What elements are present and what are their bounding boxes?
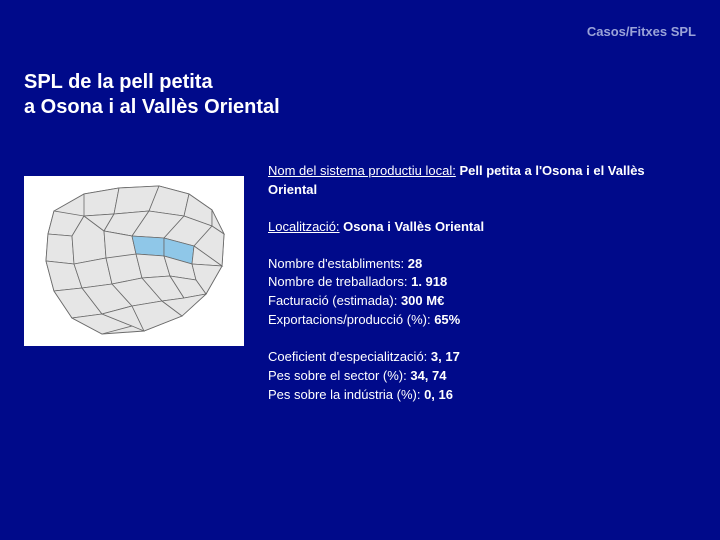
- indicator-row: Coeficient d'especialització: 3, 17: [268, 348, 696, 367]
- osona-region: [132, 236, 164, 256]
- stat-row: Nombre de treballadors: 1. 918: [268, 273, 696, 292]
- indicator-label: Pes sobre la indústria (%):: [268, 387, 420, 402]
- indicator-label: Coeficient d'especialització:: [268, 349, 427, 364]
- location-label: Localització:: [268, 219, 340, 234]
- stat-row: Facturació (estimada): 300 M€: [268, 292, 696, 311]
- location-value: Osona i Vallès Oriental: [343, 219, 484, 234]
- system-name-block: Nom del sistema productiu local: Pell pe…: [268, 162, 696, 200]
- stat-value: 300 M€: [401, 293, 444, 308]
- stat-value: 65%: [434, 312, 460, 327]
- stat-label: Exportacions/producció (%):: [268, 312, 431, 327]
- system-name-label: Nom del sistema productiu local:: [268, 163, 456, 178]
- stat-label: Nombre de treballadors:: [268, 274, 407, 289]
- stat-label: Nombre d'establiments:: [268, 256, 404, 271]
- indicator-value: 34, 74: [410, 368, 446, 383]
- indicator-label: Pes sobre el sector (%):: [268, 368, 407, 383]
- indicator-value: 0, 16: [424, 387, 453, 402]
- stats-block: Nombre d'establiments: 28 Nombre de treb…: [268, 255, 696, 330]
- info-content: Nom del sistema productiu local: Pell pe…: [268, 162, 696, 422]
- title-line-2: a Osona i al Vallès Oriental: [24, 95, 280, 120]
- title-line-1: SPL de la pell petita: [24, 70, 280, 95]
- indicator-row: Pes sobre el sector (%): 34, 74: [268, 367, 696, 386]
- stat-value: 1. 918: [411, 274, 447, 289]
- map-svg: [24, 176, 244, 346]
- indicator-row: Pes sobre la indústria (%): 0, 16: [268, 386, 696, 405]
- stat-row: Exportacions/producció (%): 65%: [268, 311, 696, 330]
- region-map: [24, 176, 244, 346]
- indicators-block: Coeficient d'especialització: 3, 17 Pes …: [268, 348, 696, 405]
- page-title: SPL de la pell petita a Osona i al Vallè…: [24, 70, 280, 120]
- indicator-value: 3, 17: [431, 349, 460, 364]
- location-block: Localització: Osona i Vallès Oriental: [268, 218, 696, 237]
- stat-value: 28: [408, 256, 422, 271]
- stat-row: Nombre d'establiments: 28: [268, 255, 696, 274]
- stat-label: Facturació (estimada):: [268, 293, 397, 308]
- header-label: Casos/Fitxes SPL: [587, 24, 696, 39]
